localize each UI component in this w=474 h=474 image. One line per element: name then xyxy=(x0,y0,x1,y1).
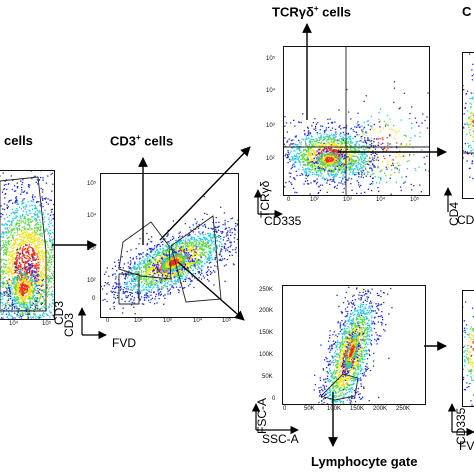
cd3-x-axis-label: FVD xyxy=(112,336,136,350)
left-x-tick-2: 10⁵ xyxy=(42,321,52,327)
lymph-x-tick-2: 100K xyxy=(327,406,342,412)
lymph-x-tick-4: 200K xyxy=(373,406,388,412)
cd3-y-tick-4: 0 xyxy=(92,296,96,302)
arrow-cd3-to-tcrgd xyxy=(159,146,251,241)
cd3-scatter xyxy=(101,196,238,315)
lymph-y-tick-3: 100K xyxy=(259,352,274,358)
lymph-y-tick-4: 50K xyxy=(262,374,273,380)
bottomright-x-axis-label: FVL xyxy=(459,439,474,453)
tcrgd-x-tick-1: 10² xyxy=(310,197,319,203)
lymph-cloud-core xyxy=(337,314,364,391)
left-panel-title: cells xyxy=(4,133,33,148)
lymph-y-tick-2: 150K xyxy=(259,330,274,336)
cd3-panel-title: CD3+ cells xyxy=(110,133,174,149)
tcrgd-x-tick-4: 10⁵ xyxy=(410,197,420,203)
lymph-x-tick-5: 250K xyxy=(396,406,411,412)
tcrgd-scatter xyxy=(284,47,429,195)
lymph-x-tick-0: 0 xyxy=(283,406,287,412)
tcrgd-y-tick-3: 10² xyxy=(266,156,275,162)
cd3-x-tick-4: 10⁵ xyxy=(222,318,232,324)
tcrgd-cloud-sparse xyxy=(330,81,429,195)
lymph-panel-title: Lymphocyte gate xyxy=(311,454,418,469)
tcrgd-x-tick-3: 10⁴ xyxy=(376,197,386,203)
cd3-x-tick-1: 10² xyxy=(134,318,143,324)
tcrgd-y-tick-2: 10³ xyxy=(266,123,275,129)
tcrgd-panel-title: TCRγδ+ cells xyxy=(272,4,352,20)
tcrgd-x-tick-0: 0 xyxy=(287,197,291,203)
cd3-x-tick-2: 10³ xyxy=(163,318,172,324)
cd3-cloud-core xyxy=(133,246,202,283)
lymph-y-tick-0: 250K xyxy=(259,287,274,293)
left-cloud-core xyxy=(0,248,52,319)
tcrgd-x-tick-2: 10³ xyxy=(343,197,352,203)
cd3-y-tick-3: 10² xyxy=(87,278,96,284)
tcrgd-y-tick-1: 10⁴ xyxy=(266,88,276,94)
left-scatter xyxy=(0,171,54,319)
cd3-x-tick-0: 0 xyxy=(106,318,110,324)
lymph-y-tick-5: 0 xyxy=(272,396,276,402)
cd3-y-tick-1: 10⁴ xyxy=(87,213,97,219)
left-gate xyxy=(0,176,47,312)
bottomright-plot xyxy=(462,290,474,407)
cd3-gate-left xyxy=(118,221,172,280)
tcrgd-y-tick-0: 10⁵ xyxy=(266,56,276,62)
tcrgd-x-axis-label: CD335 xyxy=(264,214,302,228)
lymph-x-tick-3: 150K xyxy=(350,406,365,412)
left-x-tick-1: 10⁴ xyxy=(9,321,19,327)
cd3-y-tick-0: 10⁵ xyxy=(87,181,97,187)
topright-x-axis-label: CD8 xyxy=(457,213,474,227)
lymph-y-tick-1: 200K xyxy=(259,308,274,314)
lymph-x-axis-label: SSC-A xyxy=(262,432,299,446)
cd3-x-tick-3: 10⁴ xyxy=(193,318,203,324)
bottomright-cloud xyxy=(463,301,474,406)
cd3-plot xyxy=(100,173,239,318)
tcrgd-cloud-core xyxy=(307,142,355,172)
lymph-scatter xyxy=(313,286,393,404)
cd3-gate-bottom xyxy=(118,273,140,305)
lymph-x-tick-1: 50K xyxy=(304,406,315,412)
arrow-cd3-to-lymph xyxy=(177,261,245,321)
bottomright-scatter xyxy=(463,301,474,406)
lymph-plot xyxy=(282,285,426,405)
topright-panel-title: C xyxy=(462,4,472,19)
